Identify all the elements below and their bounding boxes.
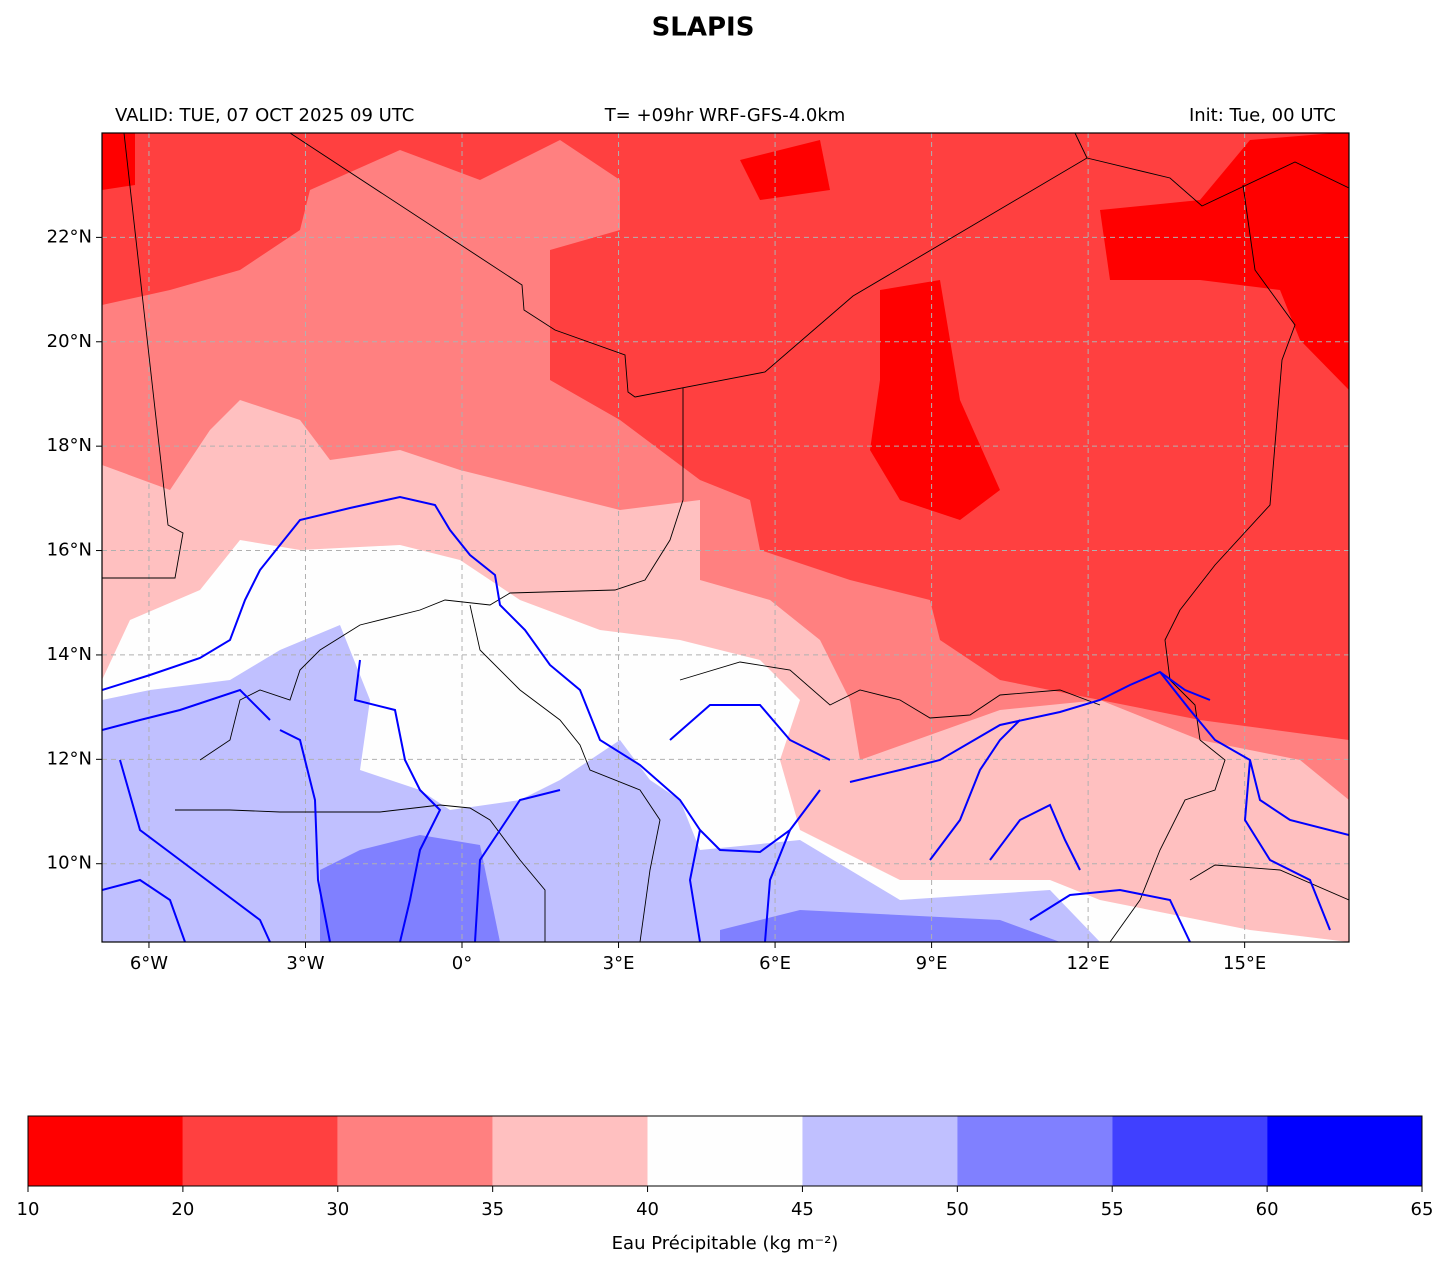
lon-tick-label: 0° bbox=[452, 953, 472, 974]
colorbar-tick-label: 35 bbox=[481, 1199, 504, 1220]
colorbar-bin bbox=[802, 1116, 958, 1186]
colorbar-tick-label: 45 bbox=[791, 1199, 814, 1220]
colorbar-bin bbox=[647, 1116, 803, 1186]
colorbar-tick-label: 30 bbox=[326, 1199, 349, 1220]
lat-tick-label: 20°N bbox=[47, 331, 92, 352]
colorbar-bin bbox=[28, 1116, 183, 1186]
init-time: Init: Tue, 00 UTC bbox=[1189, 105, 1336, 126]
run-info: T= +09hr WRF-GFS-4.0km bbox=[604, 105, 846, 126]
lon-tick-label: 3°E bbox=[603, 953, 635, 974]
lat-tick-label: 22°N bbox=[47, 226, 92, 247]
map-field bbox=[102, 133, 1349, 942]
title: SLAPIS bbox=[652, 13, 755, 43]
valid-time: VALID: TUE, 07 OCT 2025 09 UTC bbox=[115, 105, 414, 126]
colorbar-tick-label: 50 bbox=[946, 1199, 969, 1220]
colorbar-bin bbox=[182, 1116, 338, 1186]
colorbar-bin bbox=[957, 1116, 1113, 1186]
colorbar-frame bbox=[27, 1115, 1423, 1187]
colorbar-bin bbox=[1112, 1116, 1268, 1186]
lat-tick-label: 10°N bbox=[47, 853, 92, 874]
colorbar-tick-label: 10 bbox=[17, 1199, 40, 1220]
colorbar-tick-label: 40 bbox=[636, 1199, 659, 1220]
lon-tick-label: 6°E bbox=[759, 953, 791, 974]
lat-tick-label: 14°N bbox=[47, 644, 92, 665]
lon-tick-label: 6°W bbox=[130, 953, 168, 974]
lat-tick-label: 18°N bbox=[47, 435, 92, 456]
lat-tick-label: 16°N bbox=[47, 540, 92, 561]
lat-tick-label: 12°N bbox=[47, 748, 92, 769]
colorbar-bin bbox=[492, 1116, 648, 1186]
colorbar-bin bbox=[337, 1116, 493, 1186]
colorbar-tick-label: 55 bbox=[1101, 1199, 1124, 1220]
map-frame bbox=[101, 132, 1350, 943]
colorbar-tick-label: 65 bbox=[1411, 1199, 1434, 1220]
colorbar: 10 20 30 35 40 45 50 55 60 65 bbox=[17, 1115, 1434, 1220]
lon-tick-label: 12°E bbox=[1066, 953, 1109, 974]
lon-tick-label: 9°E bbox=[916, 953, 948, 974]
lon-tick-label: 15°E bbox=[1223, 953, 1266, 974]
colorbar-tick-label: 60 bbox=[1256, 1199, 1279, 1220]
colorbar-tick-label: 20 bbox=[171, 1199, 194, 1220]
colorbar-bin bbox=[1267, 1116, 1422, 1186]
lon-tick-label: 3°W bbox=[286, 953, 324, 974]
colorbar-label: Eau Précipitable (kg m⁻²) bbox=[612, 1233, 839, 1254]
